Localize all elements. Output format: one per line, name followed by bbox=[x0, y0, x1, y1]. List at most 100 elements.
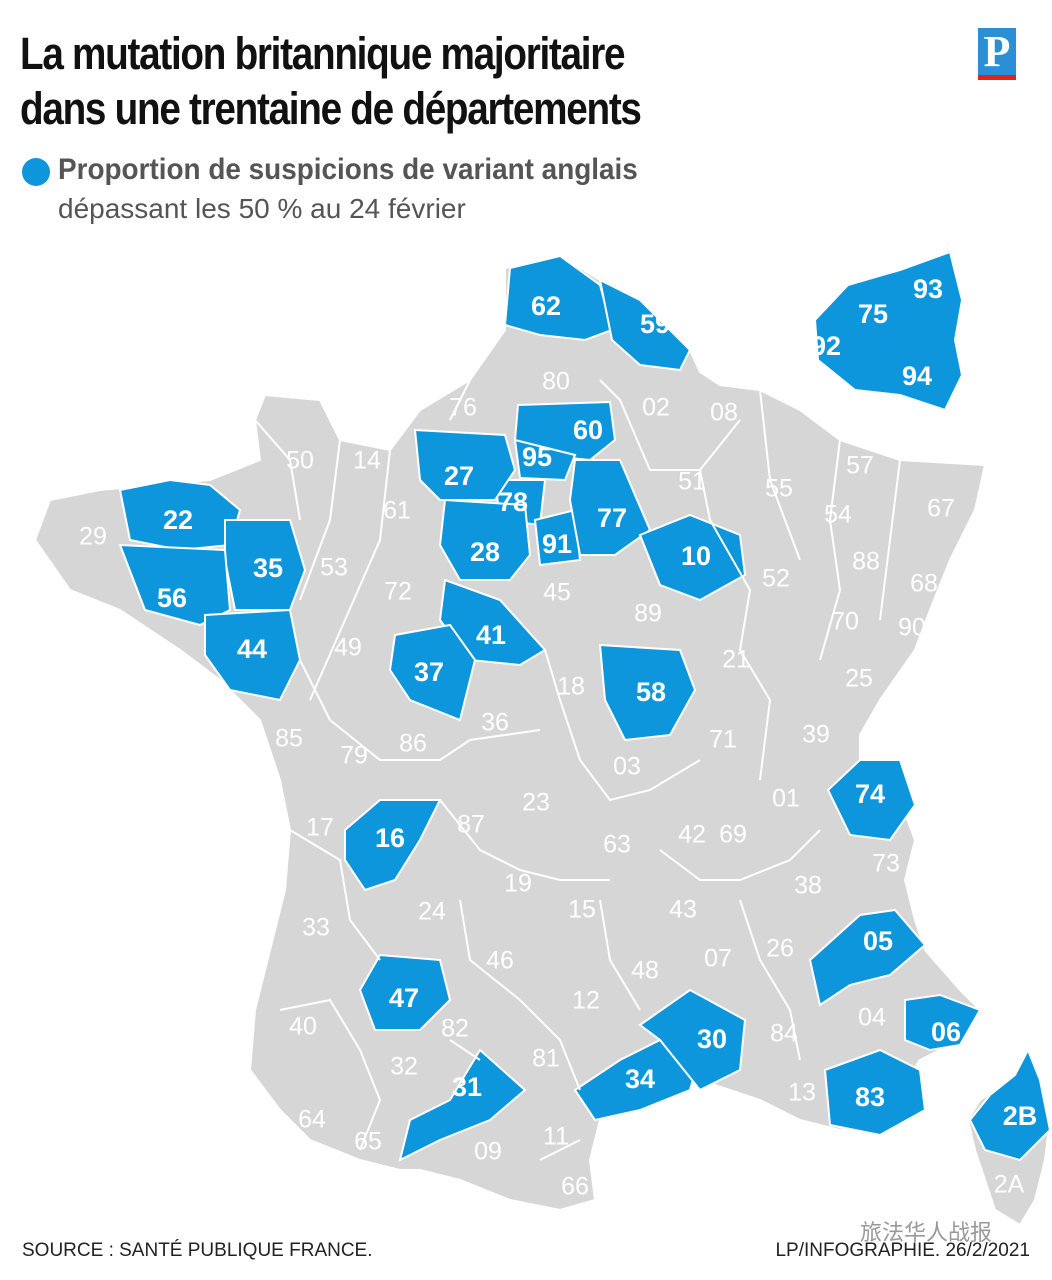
label-35: 35 bbox=[253, 553, 283, 583]
label-16: 16 bbox=[375, 823, 405, 853]
label-67: 67 bbox=[927, 495, 955, 523]
label-47: 47 bbox=[389, 983, 419, 1013]
label-76: 76 bbox=[449, 394, 477, 422]
label-45: 45 bbox=[543, 579, 571, 607]
label-89: 89 bbox=[634, 600, 662, 628]
label-40: 40 bbox=[289, 1013, 317, 1041]
label-57: 57 bbox=[846, 452, 874, 480]
label-15: 15 bbox=[568, 896, 596, 924]
dept-06-shape bbox=[904, 993, 982, 1052]
source-note: SOURCE : SANTÉ PUBLIQUE FRANCE. bbox=[22, 1240, 373, 1261]
title-line-2: dans une trentaine de départements bbox=[20, 83, 642, 134]
label-22: 22 bbox=[163, 505, 193, 535]
dept-44-shape bbox=[204, 608, 302, 702]
label-14: 14 bbox=[353, 447, 381, 475]
label-07: 07 bbox=[704, 945, 732, 973]
dept-30-shape bbox=[638, 988, 747, 1092]
label-06: 06 bbox=[931, 1017, 961, 1047]
label-69: 69 bbox=[719, 821, 747, 849]
label-33: 33 bbox=[302, 914, 330, 942]
label-65: 65 bbox=[354, 1128, 382, 1156]
dept-62-shape bbox=[503, 254, 614, 342]
label-37: 37 bbox=[414, 657, 444, 687]
label-56: 56 bbox=[157, 583, 187, 613]
label-08: 08 bbox=[710, 399, 738, 427]
label-44: 44 bbox=[237, 634, 267, 664]
label-46: 46 bbox=[486, 947, 514, 975]
label-73: 73 bbox=[872, 850, 900, 878]
label-02: 02 bbox=[642, 394, 670, 422]
label-2A: 2A bbox=[994, 1171, 1025, 1199]
label-21: 21 bbox=[722, 646, 750, 674]
dept-77-shape bbox=[568, 459, 652, 556]
le-parisien-logo: P bbox=[978, 28, 1016, 80]
label-42: 42 bbox=[678, 821, 706, 849]
label-26: 26 bbox=[766, 935, 794, 963]
label-74: 74 bbox=[855, 779, 885, 809]
label-36: 36 bbox=[481, 709, 509, 737]
dept-28-shape bbox=[438, 498, 532, 581]
dept-91-shape bbox=[533, 508, 582, 567]
label-71: 71 bbox=[709, 726, 737, 754]
label-85: 85 bbox=[275, 725, 303, 753]
label-61: 61 bbox=[383, 497, 411, 525]
label-90: 90 bbox=[898, 614, 926, 642]
label-68: 68 bbox=[910, 570, 938, 598]
label-95: 95 bbox=[522, 442, 552, 472]
dept-37-shape bbox=[388, 623, 477, 722]
label-17: 17 bbox=[306, 814, 334, 842]
title-line-1: La mutation britannique majoritaire bbox=[20, 28, 626, 79]
map-title: La mutation britannique majoritaire dans… bbox=[20, 26, 794, 136]
label-70: 70 bbox=[831, 608, 859, 636]
dept-95-shape bbox=[513, 438, 577, 482]
label-03: 03 bbox=[613, 753, 641, 781]
label-51: 51 bbox=[678, 468, 706, 496]
label-58: 58 bbox=[636, 677, 666, 707]
label-48: 48 bbox=[631, 957, 659, 985]
dept-83-shape bbox=[823, 1048, 927, 1137]
label-12: 12 bbox=[572, 987, 600, 1015]
credit-note: LP/INFOGRAPHIE. 26/2/2021 bbox=[775, 1240, 1030, 1261]
dept-16-shape bbox=[344, 799, 442, 892]
label-50: 50 bbox=[286, 447, 314, 475]
dept-58-shape bbox=[598, 643, 697, 742]
label-54: 54 bbox=[824, 501, 852, 529]
label-87: 87 bbox=[457, 811, 485, 839]
label-79: 79 bbox=[340, 742, 368, 770]
watermark: 旅法华人战报 bbox=[860, 1220, 993, 1245]
label-88: 88 bbox=[852, 548, 880, 576]
label-92: 92 bbox=[811, 331, 841, 361]
dept-47-shape bbox=[358, 953, 452, 1031]
label-75: 75 bbox=[858, 299, 888, 329]
label-39: 39 bbox=[802, 721, 830, 749]
label-25: 25 bbox=[845, 665, 873, 693]
label-30: 30 bbox=[697, 1024, 727, 1054]
label-80: 80 bbox=[542, 368, 570, 396]
label-52: 52 bbox=[762, 565, 790, 593]
label-82: 82 bbox=[441, 1015, 469, 1043]
label-86: 86 bbox=[399, 730, 427, 758]
label-10: 10 bbox=[681, 541, 711, 571]
legend-subtitle: dépassant les 50 % au 24 février bbox=[58, 193, 466, 224]
label-13: 13 bbox=[788, 1079, 816, 1107]
dept-31-shape bbox=[398, 1048, 527, 1162]
dept-05-shape bbox=[808, 908, 927, 1007]
label-29: 29 bbox=[79, 523, 107, 551]
other-labels: 80 76 02 08 50 14 61 51 55 57 67 54 88 6… bbox=[79, 368, 1025, 1201]
label-23: 23 bbox=[522, 789, 550, 817]
label-2B: 2B bbox=[1003, 1101, 1038, 1131]
label-66: 66 bbox=[561, 1173, 589, 1201]
label-34: 34 bbox=[625, 1064, 655, 1094]
label-84: 84 bbox=[770, 1020, 798, 1048]
mainland-france bbox=[33, 254, 987, 1212]
legend-swatch bbox=[22, 158, 50, 186]
label-38: 38 bbox=[794, 872, 822, 900]
dept-74-shape bbox=[826, 759, 917, 842]
label-78: 78 bbox=[498, 487, 528, 517]
label-63: 63 bbox=[603, 831, 631, 859]
label-31: 31 bbox=[452, 1072, 482, 1102]
label-77: 77 bbox=[597, 503, 627, 533]
dept-2B-shape bbox=[968, 1047, 1052, 1162]
label-27: 27 bbox=[444, 461, 474, 491]
